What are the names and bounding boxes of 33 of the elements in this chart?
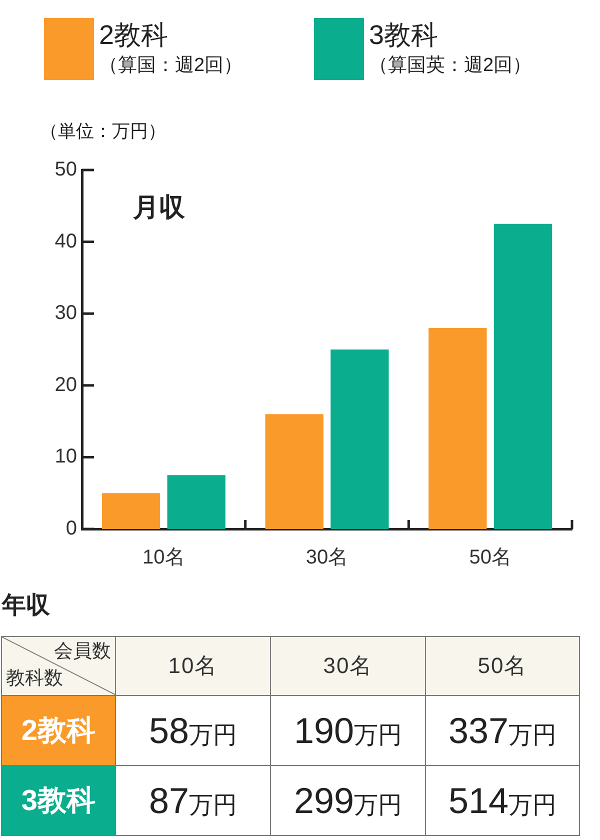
legend-label: 2教科（算国：週2回）: [99, 20, 243, 76]
bar: [167, 475, 226, 529]
y-tick-label: 20: [54, 374, 77, 396]
bar: [494, 224, 552, 529]
legend-label: 3教科: [21, 784, 96, 816]
bar: [428, 328, 487, 529]
data-label: 58万円: [148, 710, 238, 750]
bar: [102, 493, 160, 529]
data-label: 337万円: [448, 710, 557, 750]
category-label: 30名: [270, 636, 426, 696]
bar: [330, 350, 389, 529]
x-tick-label: 30名: [306, 546, 348, 569]
text: 教科数: [6, 668, 63, 690]
x-tick-label: 10名: [142, 546, 185, 569]
category-label: 50名: [426, 636, 580, 696]
y-tick-label: 0: [66, 518, 77, 540]
bar: [265, 414, 324, 529]
y-tick-label: 10: [54, 446, 77, 468]
data-label: 514万円: [448, 780, 557, 820]
text: 月収: [133, 192, 185, 222]
y-tick-label: 50: [54, 158, 77, 181]
data-label: 190万円: [294, 710, 402, 750]
y-axis-title: （単位：万円）: [40, 120, 166, 143]
y-tick-label: 30: [54, 302, 77, 324]
text: 年収: [2, 592, 50, 620]
y-tick-label: 40: [54, 230, 77, 252]
legend-label: 2教科: [21, 714, 96, 746]
data-label: 87万円: [148, 780, 238, 820]
x-tick-label: 50名: [469, 546, 512, 569]
category-label: 10名: [116, 636, 270, 696]
text: 会員数: [54, 641, 111, 663]
legend-label: 3教科（算国英：週2回）: [369, 20, 532, 76]
data-label: 299万円: [294, 780, 402, 820]
